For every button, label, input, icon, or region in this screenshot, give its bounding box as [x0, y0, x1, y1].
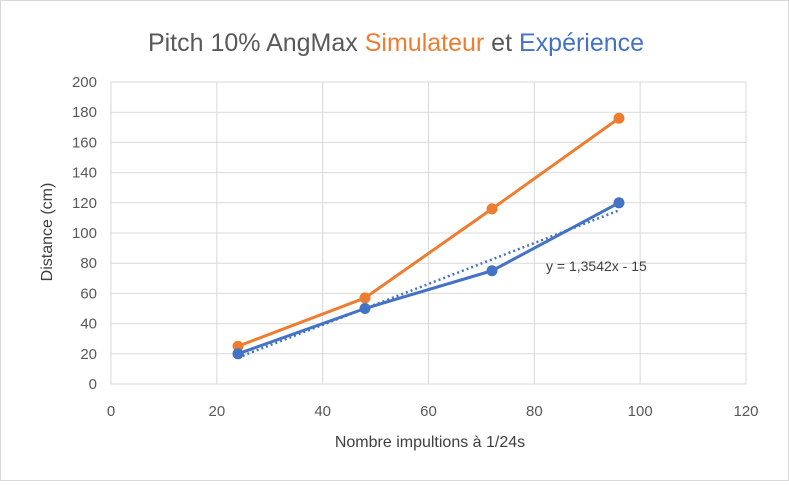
- x-tick-label: 60: [420, 403, 437, 420]
- x-tick-labels: 0 20 40 60 80 100 120: [107, 403, 759, 420]
- title-part-1: Simulateur: [365, 29, 485, 57]
- x-tick-label: 80: [526, 403, 543, 420]
- y-tick-label: 140: [72, 165, 97, 182]
- y-tick-label: 80: [80, 255, 97, 272]
- data-point: [359, 292, 371, 304]
- y-tick-label: 180: [72, 104, 97, 121]
- y-tick-label: 60: [80, 285, 97, 302]
- data-point: [613, 197, 625, 209]
- y-tick-label: 200: [72, 74, 97, 91]
- series-line-1: [237, 201, 620, 356]
- data-point: [232, 348, 244, 360]
- x-axis-title: Nombre impultions à 1/24s: [335, 434, 525, 451]
- x-tick-label: 0: [107, 403, 115, 420]
- trendline-equation: y = 1,3542x - 15: [546, 258, 647, 274]
- data-point: [486, 265, 498, 277]
- y-tick-label: 100: [72, 225, 97, 242]
- grid-lines: [110, 81, 747, 385]
- series-group: [232, 112, 625, 360]
- y-tick-label: 120: [72, 195, 97, 212]
- data-point: [232, 340, 244, 352]
- x-tick-label: 40: [314, 403, 331, 420]
- y-axis-title: Distance (cm): [39, 183, 56, 282]
- y-tick-labels: 0 20 40 60 80 100 120 140 160 180 200: [72, 74, 97, 393]
- title-part-2: et: [484, 29, 519, 57]
- data-point: [486, 203, 498, 215]
- title-part-3: Expérience: [519, 29, 644, 57]
- x-tick-label: 20: [208, 403, 225, 420]
- y-tick-label: 40: [80, 316, 97, 333]
- series-line-0: [237, 117, 620, 348]
- data-point: [613, 112, 625, 124]
- data-point: [359, 303, 371, 314]
- y-tick-label: 0: [89, 376, 97, 393]
- y-tick-label: 160: [72, 134, 97, 151]
- chart-title: Pitch 10% AngMax Simulateur et Expérienc…: [148, 29, 644, 57]
- title-part-0: Pitch 10% AngMax: [148, 29, 365, 57]
- x-tick-label: 100: [628, 403, 653, 420]
- x-tick-label: 120: [733, 403, 758, 420]
- trendline-group: [237, 209, 620, 359]
- trendline: [237, 209, 620, 359]
- y-tick-label: 20: [80, 346, 97, 363]
